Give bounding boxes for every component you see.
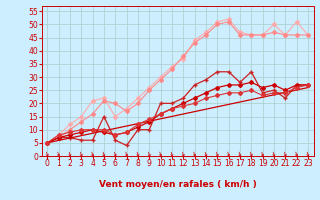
X-axis label: Vent moyen/en rafales ( km/h ): Vent moyen/en rafales ( km/h ) (99, 180, 256, 189)
